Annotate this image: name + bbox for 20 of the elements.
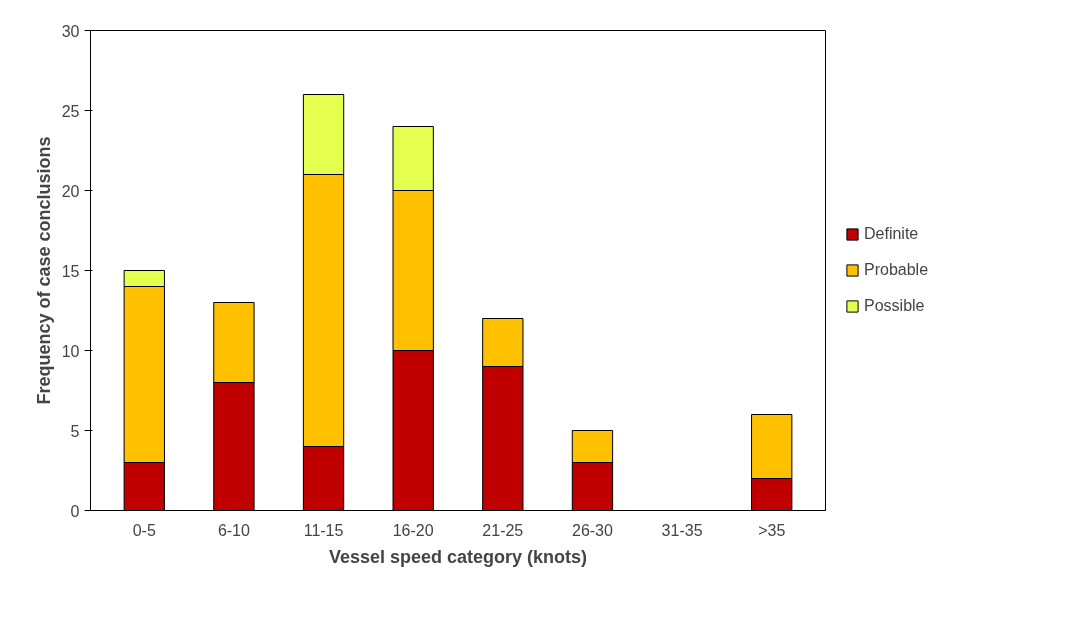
y-axis-title: Frequency of case conclusions (33, 136, 54, 405)
x-axis-title: Vessel speed category (knots) (328, 546, 588, 567)
x-tick-label: 26-30 (571, 521, 614, 539)
legend-label: Definite (864, 225, 919, 243)
y-tick-label: 5 (70, 422, 80, 440)
x-tick-label: 31-35 (661, 521, 703, 539)
y-tick-label: 20 (61, 182, 80, 200)
x-tick-label: 11-15 (303, 521, 344, 539)
y-tick-label: 10 (61, 342, 80, 360)
x-tick-label: >35 (758, 521, 786, 539)
y-tick-label: 15 (61, 262, 80, 280)
y-tick-label: 0 (70, 502, 80, 520)
x-tick-label: 16-20 (392, 521, 434, 539)
x-tick-label: 21-25 (482, 521, 524, 539)
y-tick-label: 30 (61, 22, 80, 40)
y-tick-label: 25 (61, 102, 80, 120)
x-tick-label: 0-5 (132, 521, 156, 539)
legend-label: Possible (864, 297, 925, 315)
legend-label: Probable (864, 261, 929, 279)
x-tick-label: 6-10 (217, 521, 251, 539)
